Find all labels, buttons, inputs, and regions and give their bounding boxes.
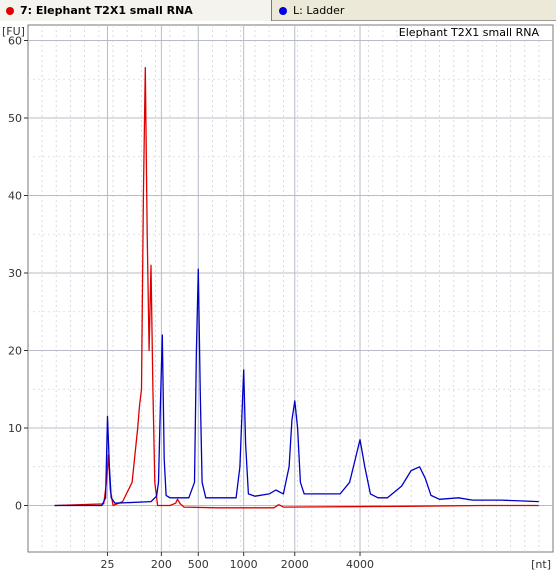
y-tick-label: 50 — [8, 112, 22, 125]
sample-tabbar: 7: Elephant T2X1 small RNA L: Ladder — [0, 0, 556, 21]
y-tick-label: 10 — [8, 422, 22, 435]
x-tick-label: 2000 — [281, 558, 309, 571]
y-axis-label: [FU] — [2, 25, 25, 38]
ladder-color-dot — [279, 6, 287, 15]
tab-ladder-label: L: Ladder — [293, 4, 345, 17]
tab-sample[interactable]: 7: Elephant T2X1 small RNA — [0, 0, 272, 21]
plot-area — [27, 24, 554, 553]
y-tick-label: 60 — [8, 35, 22, 48]
x-tick-label: 25 — [100, 558, 114, 571]
electropherogram-chart: 0 10 20 30 40 50 60 25 200 500 1000 2000 4000 [FU] [nt… — [2, 24, 554, 571]
x-tick-label: 200 — [151, 558, 172, 571]
ladder-trace — [54, 268, 539, 507]
sample-trace — [54, 66, 539, 509]
sample-color-dot — [6, 6, 14, 15]
y-tick-label: 0 — [15, 500, 22, 513]
tab-sample-label: 7: Elephant T2X1 small RNA — [20, 4, 193, 17]
x-tick-label: 500 — [188, 558, 209, 571]
tab-ladder[interactable]: L: Ladder — [273, 0, 556, 21]
x-axis-label: [nt] — [531, 558, 551, 571]
x-tick-label: 4000 — [346, 558, 374, 571]
chart-title: Elephant T2X1 small RNA — [399, 26, 540, 39]
y-tick-label: 30 — [8, 267, 22, 280]
x-tick-label: 1000 — [230, 558, 258, 571]
y-tick-label: 40 — [8, 190, 22, 203]
y-tick-label: 20 — [8, 345, 22, 358]
